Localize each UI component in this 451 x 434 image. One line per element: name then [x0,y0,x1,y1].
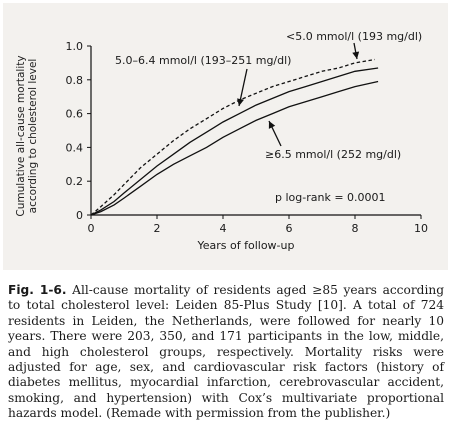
series-label-arrowhead [352,51,360,59]
series-label-arrowhead [237,98,244,106]
x-tick-label: 0 [88,222,95,235]
series-line-low [90,58,375,216]
series-label: 5.0–6.4 mmol/l (193–251 mg/dl) [115,54,291,67]
x-tick-label: 2 [154,222,161,235]
caption-label: Fig. 1-6. [8,283,67,297]
caption-text: All-cause mortality of residents aged ≥8… [8,283,445,421]
figure-panel: 0 2 4 6 8 10 0 0.2 0.4 0.6 0.8 1.0 Years of follow-u… [3,3,448,270]
x-axis-title: Years of follow-up [197,239,295,252]
y-tick-label: 0.4 [66,141,84,154]
y-tick-label: 0 [76,209,83,222]
y-tick-label: 1.0 [66,40,84,53]
y-axis-title-line2: according to cholesterol level [27,58,39,214]
series-line-middle [90,67,379,216]
series-line-high [90,80,379,216]
x-tick-label: 8 [352,222,359,235]
p-value-annotation: p log-rank = 0.0001 [275,191,386,204]
x-tick-label: 6 [286,222,293,235]
y-axis-title-line1: Cumulative all-cause mortality [15,55,27,217]
x-tick-label: 10 [414,222,428,235]
series-label: ≥6.5 mmol/l (252 mg/dl) [265,148,401,161]
x-tick-label: 4 [220,222,227,235]
figure-caption: Fig. 1-6. All-cause mortality of residen… [8,283,444,422]
series-label: <5.0 mmol/l (193 mg/dl) [286,30,422,43]
y-tick-label: 0.2 [66,175,84,188]
mortality-chart: 0 2 4 6 8 10 0 0.2 0.4 0.6 0.8 1.0 Years of follow-u… [66,30,429,252]
y-axis-title: Cumulative all-cause mortality according… [15,55,39,216]
series-label-arrowhead [268,121,276,129]
y-tick-label: 0.6 [66,108,84,121]
y-tick-label: 0.8 [66,74,84,87]
